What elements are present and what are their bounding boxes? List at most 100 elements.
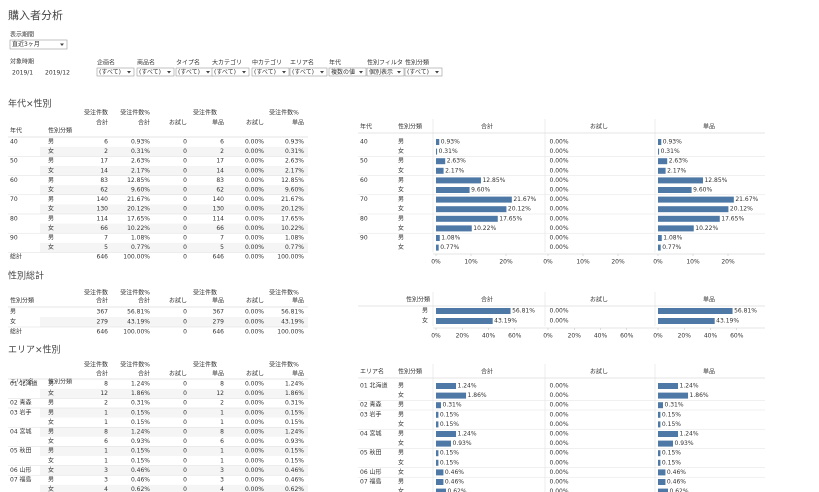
table-cell: 6 — [104, 438, 108, 445]
x-tick-label: 20% — [456, 333, 470, 340]
bar-label: 9.60% — [471, 187, 490, 194]
bar — [436, 187, 470, 193]
bar — [436, 402, 442, 409]
x-tick-label: 10% — [686, 259, 700, 266]
bar — [658, 148, 660, 155]
table-cell: 0.00% — [245, 319, 264, 326]
chart-row-key: 男 — [398, 215, 404, 222]
filter-label: タイプ名 — [176, 59, 200, 67]
filter-dropdown[interactable] — [328, 67, 367, 77]
bar-label: 0.00% — [550, 167, 569, 174]
table-cell: 1 — [104, 419, 108, 426]
bar — [658, 431, 679, 437]
bar — [436, 215, 498, 222]
bar — [436, 440, 452, 447]
chart-row-group: 90 — [360, 235, 368, 242]
x-tick-label: 0% — [653, 333, 663, 340]
filter-value: 複数の値 — [331, 68, 355, 76]
row-stripe — [40, 242, 308, 253]
row-group: 90 — [10, 235, 18, 242]
filter-dropdown[interactable] — [404, 67, 443, 77]
table-cell: 1 — [104, 457, 108, 464]
bar — [436, 431, 457, 437]
table-cell: 6 — [104, 139, 108, 146]
filter-dropdown[interactable] — [136, 67, 175, 77]
table-cell: 0 — [183, 167, 187, 174]
row-stripe — [40, 446, 308, 456]
bar — [658, 479, 666, 485]
bar-label: 1.08% — [441, 235, 460, 242]
dropdown-arrow — [242, 71, 246, 74]
chart-row-key: 男 — [398, 196, 404, 203]
table-cell: 1 — [220, 448, 224, 455]
table-cell: 17.65% — [127, 215, 150, 222]
dropdown-arrow — [320, 71, 324, 74]
x-tick-label: 40% — [704, 333, 718, 340]
table-cell: 0 — [183, 477, 187, 484]
table-cell: 43.19% — [127, 319, 150, 326]
bar-label: 20.12% — [508, 206, 531, 213]
chart-row-key: 女 — [398, 468, 404, 476]
panel-header: 単品 — [703, 296, 715, 304]
row-key: 男 — [48, 409, 54, 416]
period-dropdown[interactable] — [9, 39, 68, 50]
table-cell: 10.22% — [281, 225, 304, 232]
table-cell: 1.24% — [131, 429, 150, 436]
bar — [658, 421, 661, 428]
bar-label: 43.19% — [716, 318, 739, 325]
x-tick-label: 60% — [730, 333, 744, 340]
table-cell: 21.67% — [281, 196, 304, 203]
chart-row-key: 女 — [398, 186, 404, 194]
bar-label: 0.77% — [662, 244, 681, 251]
table-cell: 367 — [213, 309, 225, 316]
bar-label: 0.00% — [550, 139, 569, 146]
table-cell: 1 — [220, 419, 224, 426]
table-cell: 1.08% — [131, 235, 150, 242]
table-cell: 83 — [216, 177, 224, 184]
table-cell: 0.15% — [285, 448, 304, 455]
bar-label: 12.85% — [704, 177, 727, 184]
table-cell: 0 — [183, 215, 187, 222]
row-stripe — [40, 465, 308, 476]
table-cell: 6 — [220, 438, 224, 445]
bar-label: 0.00% — [550, 148, 569, 155]
chart-row-key: 女 — [398, 147, 404, 155]
table-cell: 140 — [97, 196, 109, 203]
bar-label: 0.93% — [663, 139, 682, 146]
section-title: 年代×性別 — [8, 98, 52, 110]
table-cell: 0.93% — [285, 139, 304, 146]
table-cell: 0 — [183, 409, 187, 416]
row-stripe — [40, 427, 308, 437]
bar — [436, 450, 439, 457]
filter-label: 大カテゴリ — [212, 59, 242, 67]
bar — [658, 308, 733, 314]
filter-label: 商品名 — [137, 59, 155, 67]
row-key: 女 — [48, 389, 54, 397]
row-key: 女 — [48, 418, 54, 426]
bar-label: 12.85% — [482, 177, 505, 184]
table-cell: 1.86% — [285, 390, 304, 397]
bar-label: 0.15% — [662, 411, 681, 418]
chart-row-key: 男 — [398, 177, 404, 184]
chart-row-group: 60 — [360, 177, 368, 184]
row-key: 女 — [48, 186, 54, 194]
table-cell: 1.08% — [285, 235, 304, 242]
bar-label: 0.00% — [550, 392, 569, 399]
filter-value: (すべて) — [99, 69, 121, 76]
table-header: 合計 — [138, 297, 150, 305]
filter-dropdown[interactable] — [289, 67, 328, 77]
filter-dropdown[interactable] — [251, 67, 290, 77]
chart-row-key: 男 — [398, 139, 404, 146]
bar — [436, 421, 439, 428]
filter-dropdown[interactable] — [366, 67, 405, 77]
chart-row-key: 女 — [398, 166, 404, 174]
filter-dropdown[interactable] — [96, 67, 135, 77]
table-cell: 17 — [216, 158, 224, 165]
table-cell: 0 — [183, 319, 187, 326]
chart-key-header: 性別分類 — [398, 368, 422, 376]
filter-dropdown[interactable] — [211, 67, 250, 77]
row-key: 男 — [48, 177, 54, 184]
bar — [436, 139, 440, 145]
table-cell: 0.00% — [245, 225, 264, 232]
row-group: 60 — [10, 177, 18, 184]
